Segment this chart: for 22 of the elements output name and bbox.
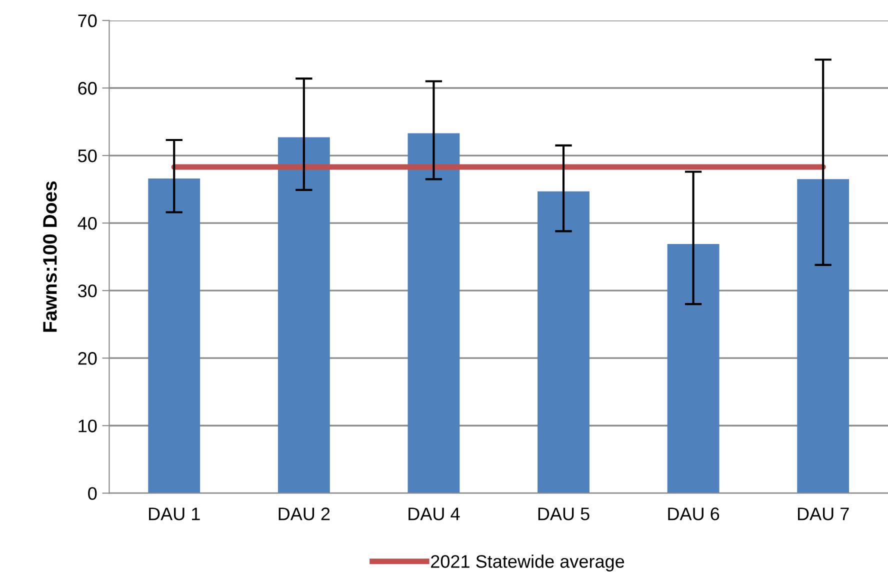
x-tick-label: DAU 4	[408, 508, 460, 520]
y-tick-label: 20	[78, 352, 97, 365]
y-tick-label: 0	[88, 487, 97, 500]
bar	[278, 137, 330, 494]
x-tick-label: DAU 5	[538, 508, 590, 520]
legend-label: 2021 Statewide average	[431, 554, 624, 572]
bar	[148, 178, 200, 494]
y-tick-label: 50	[78, 149, 97, 162]
y-tick-label: 70	[78, 14, 97, 28]
y-axis-title: Fawns:100 Does	[43, 181, 57, 332]
x-tick-label: DAU 2	[278, 508, 330, 520]
bar	[797, 179, 850, 494]
x-tick-label: DAU 7	[798, 508, 849, 520]
y-tick-label: 10	[78, 420, 97, 432]
y-tick-label: 40	[78, 216, 97, 230]
bar	[408, 133, 460, 494]
bar	[538, 191, 590, 494]
x-tick-label: DAU 6	[668, 508, 720, 520]
bar	[667, 244, 720, 494]
x-tick-label: DAU 1	[149, 508, 200, 520]
y-tick-label: 30	[78, 284, 97, 298]
y-tick-label: 60	[78, 82, 97, 95]
